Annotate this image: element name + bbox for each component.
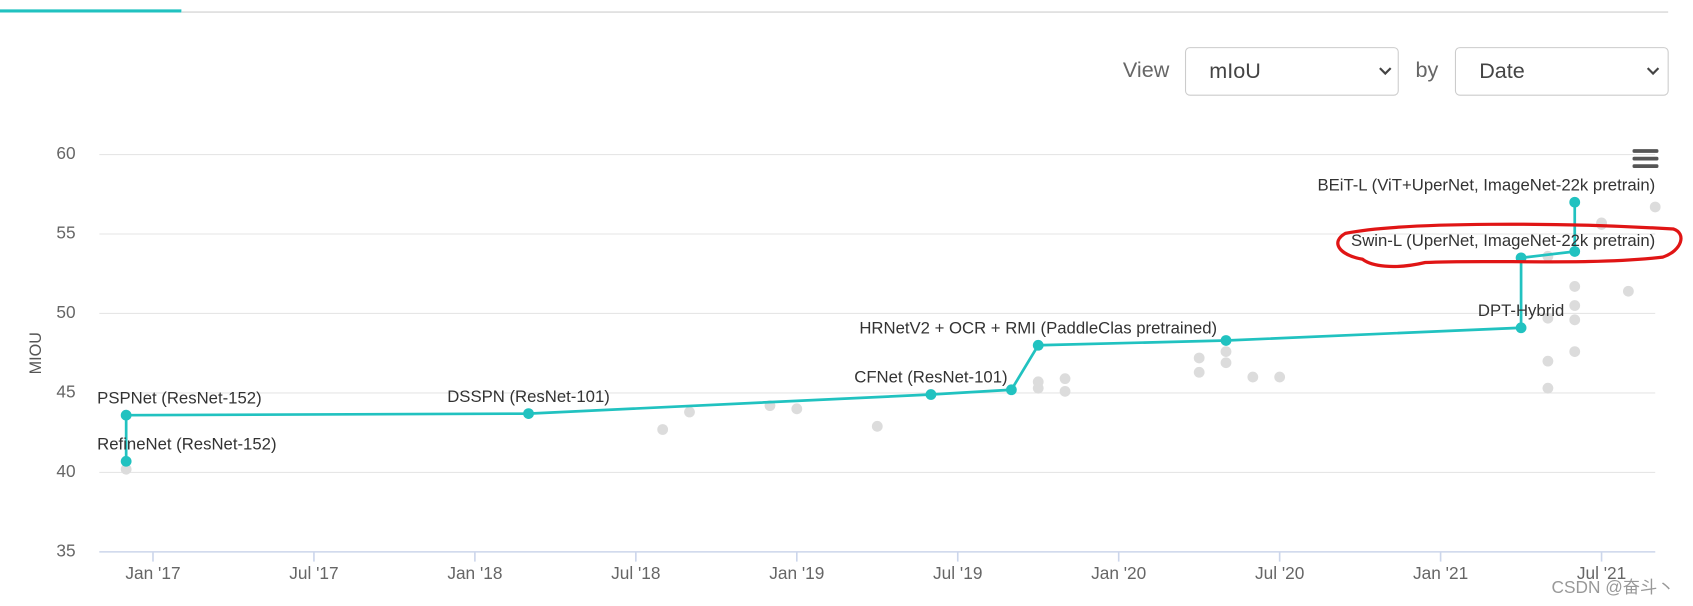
- x-tick-label: Jan '19: [769, 563, 824, 583]
- other-point: [1032, 382, 1044, 394]
- other-point: [1220, 357, 1232, 369]
- other-point: [1059, 373, 1071, 385]
- by-label: by: [1416, 57, 1439, 82]
- y-tick-label: 60: [56, 143, 75, 163]
- chart-menu-button[interactable]: [1632, 149, 1659, 169]
- view-select[interactable]: mIoU: [1184, 47, 1399, 96]
- other-point: [1569, 314, 1581, 326]
- point-label: Swin-L (UperNet, ImageNet-22k pretrain): [1351, 231, 1655, 250]
- menu-bar[interactable]: [1632, 156, 1659, 161]
- other-point: [684, 406, 695, 418]
- view-label: View: [1123, 57, 1170, 82]
- x-tick-label: Jul '21: [1577, 563, 1626, 583]
- other-point: [1059, 385, 1071, 397]
- x-tick-label: Jul '19: [933, 563, 982, 583]
- point-label: DPT-Hybrid: [1478, 301, 1564, 320]
- y-tick-label: 40: [56, 461, 75, 481]
- other-point: [871, 420, 883, 432]
- x-tick-label: Jan '17: [125, 563, 180, 583]
- other-point: [1569, 300, 1581, 311]
- watermark: CSDN @奋斗丶: [1552, 577, 1675, 597]
- menu-bar[interactable]: [1632, 149, 1659, 153]
- y-tick-label: 45: [56, 382, 75, 402]
- other-point: [657, 424, 669, 435]
- plot: 35 40 45 50 55 60 Jan '17 Jul '17 Jan '18 Jul '18…: [56, 143, 1661, 583]
- other-point: [1542, 312, 1554, 324]
- other-point: [1247, 371, 1259, 383]
- sota-point: [1220, 335, 1232, 346]
- y-tick-label: 55: [56, 223, 75, 243]
- red-annotation: [1336, 222, 1683, 269]
- x-tick-label: Jan '18: [447, 563, 502, 583]
- other-point: [791, 403, 803, 415]
- point-label: PSPNet (ResNet-152): [97, 388, 261, 407]
- other-point: [1274, 371, 1286, 383]
- other-point: [1569, 281, 1581, 292]
- sota-point: [523, 408, 534, 420]
- x-tick-label: Jan '20: [1091, 563, 1146, 583]
- point-label: RefineNet (ResNet-152): [97, 435, 276, 454]
- x-tick-label: Jul '18: [611, 563, 660, 583]
- select-value[interactable]: mIoU: [1209, 58, 1261, 83]
- chevron[interactable]: [1379, 67, 1392, 76]
- y-axis-title: MIOU: [27, 332, 45, 374]
- sota-point: [120, 455, 132, 467]
- point-label: BEiT-L (ViT+UperNet, ImageNet-22k pretra…: [1317, 175, 1655, 194]
- sota-point: [1569, 246, 1581, 257]
- other-point: [1622, 285, 1634, 297]
- other-point: [1193, 366, 1205, 378]
- other-point: [1542, 355, 1554, 367]
- other-point: [1649, 201, 1661, 213]
- point-label: CFNet (ResNet-101): [854, 368, 1007, 387]
- by-select[interactable]: Date: [1454, 47, 1669, 96]
- point-label: DSSPN (ResNet-101): [447, 387, 610, 406]
- x-tick-label: Jan '21: [1413, 563, 1468, 583]
- sota-point: [1515, 322, 1527, 334]
- menu-bar[interactable]: [1632, 164, 1659, 169]
- other-point: [1542, 382, 1554, 394]
- chevron[interactable]: [1646, 67, 1660, 76]
- other-point: [1220, 346, 1232, 358]
- select-box[interactable]: [1454, 47, 1669, 96]
- select-box[interactable]: [1184, 47, 1399, 96]
- sota-point: [1032, 339, 1044, 351]
- sota-point: [925, 389, 937, 400]
- other-point: [120, 463, 132, 475]
- x-tick-label: Jul '20: [1255, 563, 1304, 583]
- sota-point: [1006, 384, 1017, 396]
- select-value[interactable]: Date: [1479, 58, 1525, 83]
- sota-point: [1569, 196, 1581, 208]
- sota-point: [120, 409, 132, 421]
- point-label: HRNetV2 + OCR + RMI (PaddleClas pretrain…: [859, 318, 1217, 337]
- y-tick-label: 35: [56, 540, 75, 560]
- other-point: [1569, 346, 1581, 358]
- x-tick-label: Jul '17: [289, 563, 338, 583]
- y-tick-label: 50: [56, 302, 75, 322]
- other-point: [1193, 352, 1205, 364]
